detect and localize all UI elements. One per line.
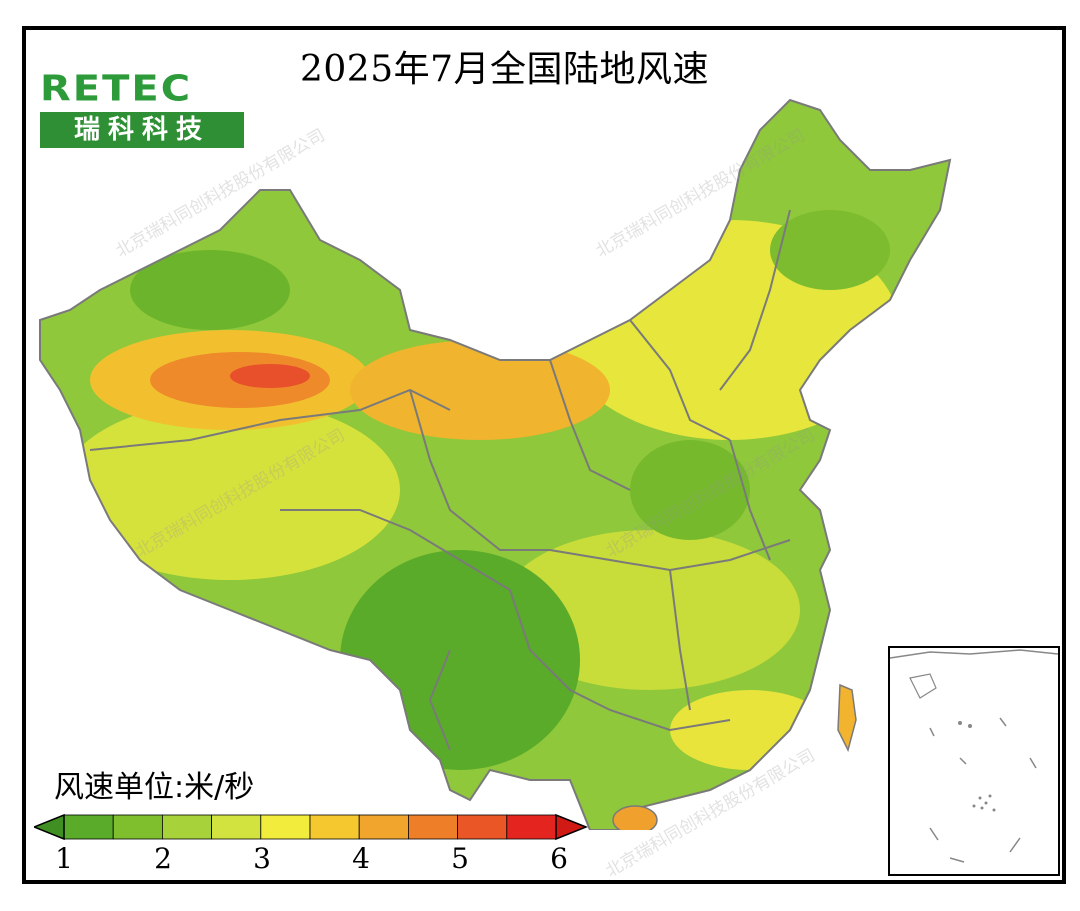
inset-map bbox=[889, 649, 1059, 863]
legend-color-segment bbox=[211, 814, 262, 840]
legend-tick-2: 2 bbox=[154, 842, 172, 875]
logo-text-en: RETEC bbox=[40, 68, 193, 110]
legend-tick-6: 6 bbox=[550, 842, 568, 875]
legend-tick-3: 3 bbox=[253, 842, 271, 875]
legend-color-segment bbox=[260, 814, 311, 840]
legend-color-segment bbox=[63, 814, 114, 840]
legend-color-segment bbox=[407, 814, 458, 840]
legend-colorbar bbox=[34, 813, 589, 841]
legend-color-segment bbox=[112, 814, 163, 840]
unit-label: 风速单位:米/秒 bbox=[54, 770, 255, 805]
south-china-sea-inset bbox=[888, 646, 1060, 876]
logo-text-cn: 瑞科科技 bbox=[40, 112, 244, 148]
legend-color-segment bbox=[358, 814, 409, 840]
legend-color-segment bbox=[457, 814, 508, 840]
legend-right-arrow bbox=[555, 813, 589, 841]
hainan-region bbox=[612, 805, 658, 830]
legend-color-segment bbox=[506, 814, 557, 840]
legend-left-arrow bbox=[34, 813, 65, 841]
map-title: 2025年7月全国陆地风速 bbox=[300, 49, 710, 90]
china-wind-map bbox=[39, 98, 952, 830]
taiwan-region bbox=[837, 683, 857, 753]
legend-tick-5: 5 bbox=[451, 842, 469, 875]
company-logo: RETEC 瑞科科技 bbox=[40, 68, 246, 152]
legend-tick-4: 4 bbox=[352, 842, 370, 875]
legend-color-segment bbox=[161, 814, 212, 840]
legend-tick-1: 1 bbox=[55, 842, 73, 875]
legend-color-segment bbox=[309, 814, 360, 840]
